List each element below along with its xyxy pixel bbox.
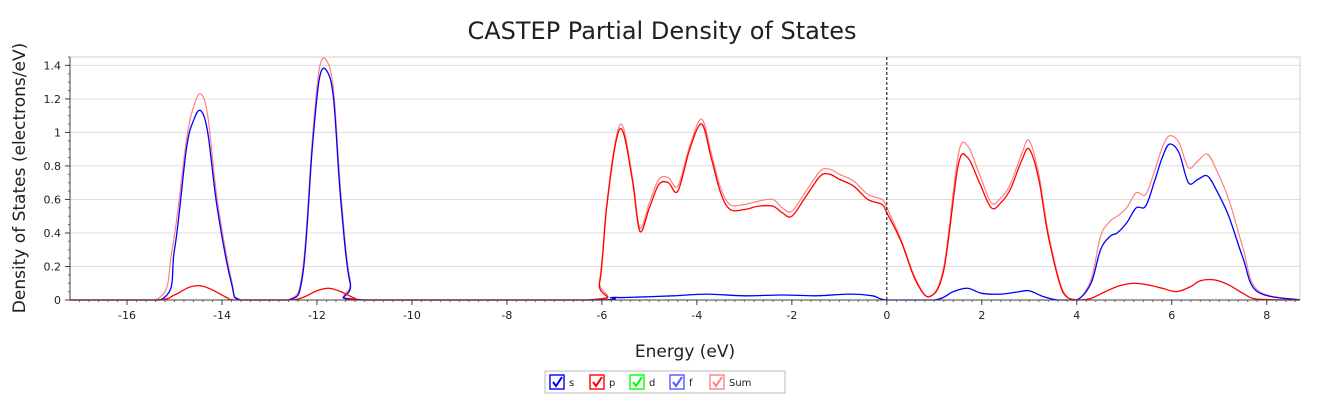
plot-area-frame [69, 56, 1301, 301]
y-tick-label: 0.4 [44, 227, 62, 240]
series-line-sum [69, 57, 1301, 301]
checkmark-icon [632, 376, 643, 388]
x-tick-label: 8 [1263, 309, 1270, 322]
legend-label-p: p [609, 378, 615, 389]
legend-item-p[interactable]: p [589, 374, 615, 390]
y-tick-label: 0.6 [44, 193, 62, 206]
checkmark-icon [712, 376, 723, 388]
legend-label-sum: Sum [729, 378, 751, 389]
x-tick-label: -8 [501, 309, 512, 322]
legend-item-sum[interactable]: Sum [709, 374, 751, 390]
legend-label-s: s [569, 378, 574, 389]
y-tick-label: 0.8 [44, 160, 62, 173]
series-layer [69, 57, 1301, 301]
x-tick-label: -4 [691, 309, 702, 322]
legend-box [544, 370, 786, 394]
y-tick-label: 1.2 [44, 93, 62, 106]
axes [69, 57, 1300, 301]
legend-item-s[interactable]: s [549, 374, 574, 390]
x-tick-label: -14 [213, 309, 231, 322]
legend-label-d: d [649, 378, 655, 389]
chart-title: CASTEP Partial Density of States [467, 17, 856, 45]
x-axis-ticks: -16 -14 -12 -10 -8 -6 -4 -2 0 2 4 6 8 [78, 300, 1296, 322]
checkmark-icon [672, 376, 683, 388]
legend: s p d f Sum [544, 370, 786, 394]
x-tick-label: 2 [978, 309, 985, 322]
x-tick-label: 4 [1073, 309, 1080, 322]
y-tick-label: 0.2 [44, 260, 62, 273]
x-tick-label: 6 [1168, 309, 1175, 322]
x-tick-label: -16 [118, 309, 136, 322]
series-line-p [69, 123, 1301, 301]
legend-label-f: f [689, 378, 693, 389]
y-axis-title: Density of States (electrons/eV) [10, 43, 30, 313]
y-tick-label: 1 [54, 126, 61, 139]
x-tick-label: -12 [308, 309, 326, 322]
checkmark-icon [552, 376, 563, 388]
legend-item-f[interactable]: f [669, 374, 693, 390]
x-axis-title: Energy (eV) [635, 342, 735, 362]
y-tick-label: 1.4 [44, 59, 62, 72]
x-tick-label: 0 [883, 309, 890, 322]
series-line-s [69, 67, 1301, 301]
y-axis-ticks: 0 0.2 0.4 0.6 0.8 1 1.2 1.4 [44, 56, 70, 307]
x-tick-label: -2 [786, 309, 797, 322]
x-tick-label: -10 [403, 309, 421, 322]
x-tick-label: -6 [596, 309, 607, 322]
gridlines [70, 64, 1300, 267]
checkmark-icon [592, 376, 603, 388]
y-tick-label: 0 [54, 294, 61, 307]
legend-item-d[interactable]: d [629, 374, 655, 390]
